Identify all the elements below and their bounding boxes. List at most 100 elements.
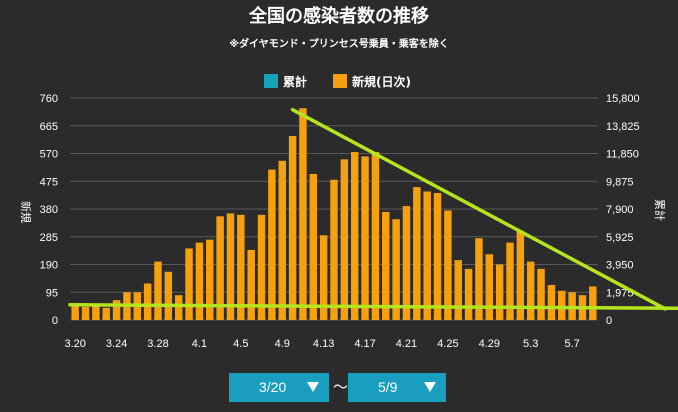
legend-swatch-cumulative[interactable] [264, 74, 278, 88]
x-tick-label: 4.29 [479, 338, 500, 350]
x-tick-label: 4.5 [233, 338, 248, 350]
y-tick-label-right: 0 [606, 315, 612, 327]
y-tick-label-left: 0 [52, 315, 58, 327]
annotation-line [290, 107, 668, 311]
bar-4.15[interactable] [340, 159, 349, 320]
y-tick-label-right: 11,850 [606, 149, 639, 161]
bar-4.21[interactable] [402, 206, 411, 320]
bar-4.29[interactable] [485, 254, 494, 320]
bar-4.25[interactable] [444, 210, 452, 320]
y-tick-label-left: 760 [40, 93, 58, 105]
bar-4.9[interactable] [278, 160, 286, 320]
bar-3.27[interactable] [143, 283, 152, 320]
range-start-select[interactable]: 3/20 [229, 373, 329, 402]
bar-4.4[interactable] [226, 213, 235, 320]
bar-4.13[interactable] [319, 235, 328, 320]
bar-4.27[interactable] [464, 268, 473, 320]
bar-5.4[interactable] [537, 268, 545, 320]
bar-4.11[interactable] [299, 108, 307, 320]
y-axis-left: 760 665 570 475 380 285 190 95 0 [40, 93, 58, 327]
y-tick-label-left: 285 [40, 232, 58, 244]
range-separator: ～ [333, 378, 349, 396]
x-tick-label: 3.20 [64, 338, 85, 350]
bar-4.8[interactable] [268, 169, 276, 320]
x-tick-label: 4.25 [437, 338, 458, 350]
legend-label-cumulative[interactable]: 累計 [283, 74, 307, 89]
x-tick-label: 5.3 [523, 338, 538, 350]
bar-5.9[interactable] [589, 286, 597, 320]
legend-swatch-new[interactable] [333, 74, 347, 88]
y-tick-label-left: 665 [40, 121, 58, 133]
bar-5.1[interactable] [506, 242, 514, 320]
x-tick-label: 3.28 [147, 338, 168, 350]
bar-3.31[interactable] [185, 248, 193, 320]
bar-4.24[interactable] [433, 192, 442, 320]
chart-subtitle: ※ダイヤモンド・プリンセス号乗員・乗客を除く [229, 37, 448, 50]
bar-4.23[interactable] [423, 191, 431, 320]
bar-4.16[interactable] [350, 152, 359, 320]
bar-4.18[interactable] [371, 152, 380, 320]
y-axis-right-label: 累計 [653, 199, 667, 221]
bar-5.2[interactable] [516, 230, 525, 320]
annotation-lines [68, 107, 678, 311]
bar-3.20[interactable] [71, 303, 79, 320]
x-axis: 3.20 3.24 3.28 4.1 4.5 4.9 4.13 4.17 4.21 4.25 4.2… [64, 338, 579, 350]
bar-5.6[interactable] [558, 290, 566, 320]
bar-4.7[interactable] [257, 214, 266, 320]
bar-4.14[interactable] [330, 179, 338, 320]
range-end-select[interactable]: 5/9 [348, 373, 446, 402]
legend[interactable]: 累計 新規(日次) [264, 74, 411, 89]
bar-3.22[interactable] [92, 305, 100, 320]
y-tick-label-left: 475 [40, 176, 58, 188]
y-tick-label-right: 3,950 [606, 260, 634, 272]
bar-3.30[interactable] [174, 295, 183, 320]
bar-5.3[interactable] [526, 261, 535, 320]
bar-4.20[interactable] [392, 219, 400, 320]
bar-4.30[interactable] [495, 264, 504, 321]
y-tick-label-left: 380 [40, 204, 58, 216]
legend-label-new[interactable]: 新規(日次) [352, 74, 411, 89]
x-tick-label: 3.24 [106, 338, 127, 350]
y-tick-label-right: 7,900 [606, 204, 634, 216]
x-tick-label: 4.13 [313, 338, 334, 350]
x-tick-label: 4.21 [396, 338, 417, 350]
y-tick-label-right: 9,875 [606, 176, 634, 188]
annotation-line [68, 303, 678, 311]
bar-4.12[interactable] [309, 173, 318, 320]
bar-3.29[interactable] [164, 271, 173, 320]
bar-4.10[interactable] [288, 135, 297, 320]
x-tick-label: 4.9 [275, 338, 290, 350]
y-tick-label-left: 570 [40, 149, 58, 161]
bar-4.3[interactable] [216, 216, 224, 320]
bar-4.19[interactable] [382, 211, 390, 320]
y-axis-left-label: 新規 [19, 201, 33, 223]
chevron-down-icon [307, 382, 319, 392]
bars [71, 108, 597, 321]
bar-5.5[interactable] [547, 284, 556, 320]
chevron-down-icon [424, 382, 436, 392]
bar-3.24[interactable] [112, 300, 121, 320]
bar-4.28[interactable] [475, 238, 483, 320]
y-tick-label-left: 95 [46, 287, 58, 299]
bar-3.21[interactable] [81, 306, 90, 320]
bar-4.6[interactable] [247, 249, 255, 320]
bar-3.23[interactable] [102, 307, 110, 320]
y-tick-label-left: 190 [40, 260, 58, 272]
y-tick-label-right: 15,800 [606, 93, 640, 105]
y-tick-label-right: 13,825 [606, 121, 640, 133]
bar-3.28[interactable] [154, 261, 162, 320]
y-tick-label-right: 5,925 [606, 232, 634, 244]
x-tick-label: 5.7 [564, 338, 579, 350]
range-end-value: 5/9 [378, 379, 398, 395]
y-axis-right: 15,800 13,825 11,850 9,875 7,900 5,925 3,950 1,… [606, 93, 640, 327]
x-tick-label: 4.17 [354, 338, 375, 350]
chart-title: 全国の感染者数の推移 [248, 5, 429, 27]
bar-4.26[interactable] [454, 260, 462, 320]
bar-4.22[interactable] [413, 187, 421, 320]
bar-4.1[interactable] [195, 242, 204, 320]
bar-4.17[interactable] [361, 156, 369, 320]
bar-4.5[interactable] [237, 214, 245, 320]
bar-4.2[interactable] [206, 239, 214, 320]
y-tick-label-right: 1,975 [606, 287, 634, 299]
